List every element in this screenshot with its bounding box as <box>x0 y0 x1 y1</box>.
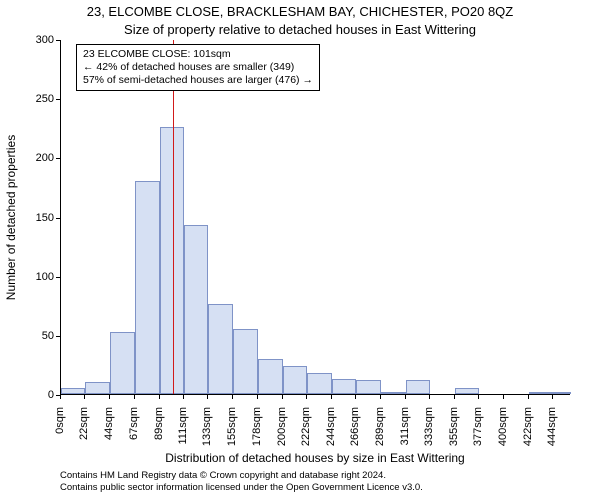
x-tick-mark <box>232 395 233 399</box>
x-tick-label: 333sqm <box>423 407 435 455</box>
x-tick-label: 266sqm <box>349 407 361 455</box>
x-tick-mark <box>207 395 208 399</box>
histogram-bar <box>258 359 282 395</box>
info-line-2: ← 42% of detached houses are smaller (34… <box>83 61 313 74</box>
x-tick-label: 377sqm <box>472 407 484 455</box>
chart-container: 23, ELCOMBE CLOSE, BRACKLESHAM BAY, CHIC… <box>0 0 600 500</box>
y-tick-label: 200 <box>14 152 54 164</box>
x-tick-mark <box>528 395 529 399</box>
footer-line-1: Contains HM Land Registry data © Crown c… <box>60 470 570 482</box>
plot-area <box>60 40 570 395</box>
y-tick-mark <box>56 336 60 337</box>
footer-line-2: Contains public sector information licen… <box>60 482 570 494</box>
footer: Contains HM Land Registry data © Crown c… <box>60 470 570 494</box>
histogram-bar <box>381 392 405 394</box>
x-tick-mark <box>478 395 479 399</box>
reference-line <box>173 40 174 394</box>
y-tick-label: 100 <box>14 271 54 283</box>
x-tick-label: 244sqm <box>325 407 337 455</box>
x-tick-mark <box>183 395 184 399</box>
y-tick-label: 150 <box>14 212 54 224</box>
x-tick-mark <box>552 395 553 399</box>
x-tick-label: 222sqm <box>300 407 312 455</box>
y-tick-mark <box>56 277 60 278</box>
x-tick-label: 200sqm <box>276 407 288 455</box>
x-tick-mark <box>60 395 61 399</box>
x-tick-label: 67sqm <box>128 407 140 455</box>
info-box: 23 ELCOMBE CLOSE: 101sqm ← 42% of detach… <box>76 44 320 91</box>
x-tick-mark <box>355 395 356 399</box>
histogram-bar <box>356 380 382 394</box>
chart-subtitle: Size of property relative to detached ho… <box>0 22 600 37</box>
x-tick-mark <box>84 395 85 399</box>
x-tick-label: 444sqm <box>546 407 558 455</box>
y-tick-mark <box>56 99 60 100</box>
x-tick-mark <box>257 395 258 399</box>
x-tick-label: 355sqm <box>448 407 460 455</box>
histogram-bar <box>332 379 356 394</box>
x-tick-label: 400sqm <box>497 407 509 455</box>
x-tick-mark <box>109 395 110 399</box>
x-tick-mark <box>134 395 135 399</box>
x-tick-label: 289sqm <box>374 407 386 455</box>
x-tick-label: 22sqm <box>78 407 90 455</box>
y-tick-label: 300 <box>14 34 54 46</box>
x-tick-mark <box>503 395 504 399</box>
histogram-bar <box>61 388 85 394</box>
x-tick-label: 44sqm <box>103 407 115 455</box>
x-tick-label: 133sqm <box>201 407 213 455</box>
x-tick-mark <box>429 395 430 399</box>
histogram-bar <box>455 388 479 394</box>
histogram-bar <box>307 373 331 394</box>
histogram-bar <box>529 392 553 394</box>
histogram-bar <box>110 332 136 394</box>
y-tick-mark <box>56 218 60 219</box>
x-tick-mark <box>159 395 160 399</box>
x-axis-label: Distribution of detached houses by size … <box>60 451 570 465</box>
info-line-1: 23 ELCOMBE CLOSE: 101sqm <box>83 48 313 61</box>
x-tick-label: 89sqm <box>153 407 165 455</box>
info-line-3: 57% of semi-detached houses are larger (… <box>83 74 313 87</box>
y-tick-label: 250 <box>14 93 54 105</box>
histogram-bar <box>160 127 184 394</box>
x-tick-mark <box>454 395 455 399</box>
x-tick-label: 0sqm <box>54 407 66 455</box>
x-tick-mark <box>331 395 332 399</box>
x-tick-label: 155sqm <box>226 407 238 455</box>
x-tick-label: 311sqm <box>399 407 411 455</box>
y-tick-mark <box>56 158 60 159</box>
y-tick-mark <box>56 40 60 41</box>
y-tick-label: 50 <box>14 330 54 342</box>
x-tick-label: 178sqm <box>251 407 263 455</box>
histogram-bar <box>233 329 259 394</box>
x-tick-label: 111sqm <box>177 407 189 455</box>
chart-title: 23, ELCOMBE CLOSE, BRACKLESHAM BAY, CHIC… <box>0 4 600 19</box>
histogram-bar <box>406 380 430 394</box>
histogram-bar <box>553 392 571 394</box>
x-tick-mark <box>380 395 381 399</box>
histogram-bar <box>283 366 307 394</box>
x-tick-mark <box>405 395 406 399</box>
x-tick-label: 422sqm <box>522 407 534 455</box>
histogram-bar <box>208 304 232 394</box>
histogram-bar <box>184 225 208 394</box>
y-tick-label: 0 <box>14 389 54 401</box>
histogram-bar <box>85 382 109 394</box>
histogram-bar <box>135 181 159 394</box>
x-tick-mark <box>306 395 307 399</box>
x-tick-mark <box>282 395 283 399</box>
